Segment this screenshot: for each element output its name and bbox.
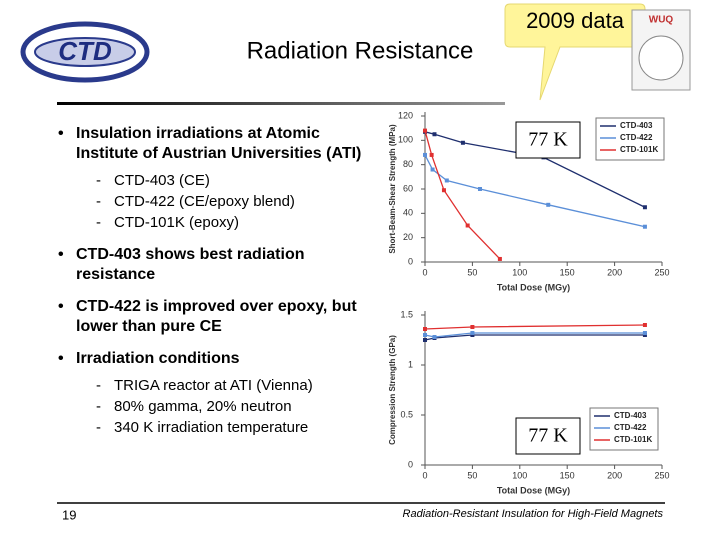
x-tick-label: 150 — [560, 267, 575, 277]
y-tick-label: 20 — [403, 232, 413, 242]
legend-label: CTD-422 — [614, 423, 647, 432]
bullet: Irradiation conditions TRIGA reactor at A… — [58, 349, 368, 438]
x-tick-label: 150 — [560, 470, 575, 480]
slide-title: Radiation Resistance — [247, 37, 474, 64]
y-axis-label: Short-Beam-Shear Strength (MPa) — [388, 124, 397, 254]
data-point — [423, 333, 427, 337]
series-line — [424, 324, 645, 330]
legend-label: CTD-422 — [620, 133, 653, 142]
legend-box — [595, 117, 665, 161]
footer-text: Radiation-Resistant Insulation for High-… — [403, 508, 664, 520]
page-number: 19 — [62, 507, 76, 522]
data-point — [432, 335, 437, 339]
series-line — [424, 154, 646, 228]
series-line — [424, 130, 501, 260]
bullet-text: Insulation irradiations at Atomic Instit… — [76, 125, 362, 162]
series-line — [424, 332, 645, 338]
data-point — [429, 152, 434, 157]
annotation-box — [515, 417, 581, 455]
data-point — [423, 338, 427, 342]
data-point — [642, 323, 647, 327]
x-tick-label: 250 — [654, 470, 669, 480]
sub-list: TRIGA reactor at ATI (Vienna)80% gamma, … — [76, 375, 368, 438]
x-tick-label: 250 — [654, 267, 669, 277]
y-tick-label: 60 — [403, 183, 413, 193]
bullet-list: Insulation irradiations at Atomic Instit… — [58, 124, 368, 450]
data-point — [432, 132, 437, 137]
bullet-text: Irradiation conditions — [76, 350, 240, 367]
y-tick-label: 120 — [398, 110, 413, 120]
y-tick-label: 0.5 — [400, 409, 413, 419]
sub-bullet: CTD-101K (epoxy) — [76, 212, 368, 233]
logo — [20, 21, 150, 83]
legend-box — [589, 407, 659, 451]
annotation-box — [515, 121, 581, 159]
bullet: CTD-403 shows best radiation resistance — [58, 245, 368, 285]
x-tick-label: 200 — [607, 267, 622, 277]
data-point — [470, 331, 475, 335]
x-tick-label: 200 — [607, 470, 622, 480]
header-rule — [57, 102, 505, 105]
legend-label: CTD-101K — [614, 435, 652, 444]
data-point — [470, 325, 475, 329]
annotation: 77 K — [528, 129, 568, 151]
x-axis-label: Total Dose (MGy) — [497, 485, 570, 495]
sub-bullet: CTD-403 (CE) — [76, 170, 368, 191]
data-point — [465, 223, 470, 228]
bear-face — [638, 35, 684, 81]
y-tick-label: 100 — [398, 135, 413, 145]
data-point — [642, 224, 647, 229]
bullet-text: CTD-403 shows best radiation resistance — [76, 246, 305, 283]
sub-list: CTD-403 (CE)CTD-422 (CE/epoxy blend)CTD-… — [76, 170, 368, 233]
bullet: CTD-422 is improved over epoxy, but lowe… — [58, 297, 368, 337]
y-axis-label: Compression Strength (GPa) — [388, 335, 397, 445]
legend-label: CTD-101K — [620, 145, 658, 154]
bullet: Insulation irradiations at Atomic Instit… — [58, 124, 368, 233]
y-tick-label: 40 — [403, 208, 413, 218]
sub-bullet: 340 K irradiation temperature — [76, 417, 368, 438]
x-tick-label: 0 — [422, 267, 427, 277]
logo-text: CTD — [58, 36, 112, 66]
y-tick-label: 1.5 — [400, 309, 413, 319]
x-tick-label: 50 — [467, 267, 477, 277]
legend-label: CTD-403 — [620, 121, 653, 130]
data-point — [423, 152, 427, 157]
data-point — [444, 178, 449, 183]
data-point — [497, 256, 502, 261]
x-axis-label: Total Dose (MGy) — [497, 282, 570, 292]
data-point — [423, 327, 427, 331]
y-tick-label: 0 — [408, 459, 413, 469]
badge-text: WUQ — [649, 15, 674, 26]
x-tick-label: 50 — [467, 470, 477, 480]
series-line — [424, 334, 645, 341]
data-point — [430, 167, 435, 172]
x-tick-label: 0 — [422, 470, 427, 480]
data-point — [477, 187, 482, 191]
sub-bullet: TRIGA reactor at ATI (Vienna) — [76, 375, 368, 396]
data-point — [460, 140, 465, 145]
data-point — [423, 128, 427, 133]
callout-text: 2009 data — [526, 8, 625, 33]
sub-bullet: CTD-422 (CE/epoxy blend) — [76, 191, 368, 212]
y-tick-label: 0 — [408, 256, 413, 266]
annotation: 77 K — [528, 425, 568, 447]
data-point — [642, 331, 647, 335]
sub-bullet: 80% gamma, 20% neutron — [76, 396, 368, 417]
x-tick-label: 100 — [512, 267, 527, 277]
x-tick-label: 100 — [512, 470, 527, 480]
bullet-text: CTD-422 is improved over epoxy, but lowe… — [76, 298, 357, 335]
callout-bubble — [504, 3, 646, 101]
data-point — [642, 205, 647, 210]
data-point — [546, 202, 551, 207]
y-tick-label: 1 — [408, 359, 413, 369]
legend-label: CTD-403 — [614, 411, 647, 420]
y-tick-label: 80 — [403, 159, 413, 169]
data-point — [441, 188, 446, 193]
